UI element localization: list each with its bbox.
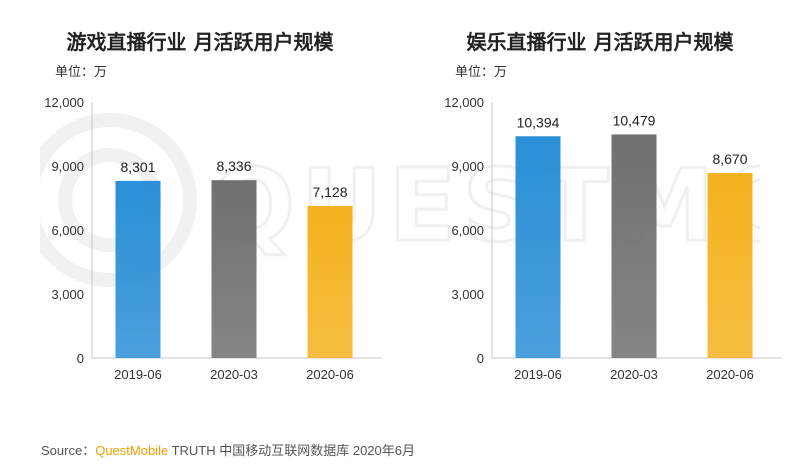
bar-2020-06 — [307, 205, 353, 358]
x-tick-label: 2020-03 — [210, 367, 258, 382]
chart-panel-game: 游戏直播行业 月活跃用户规模 单位：万 0 3,000 6,000 9,000 12,0… — [10, 0, 390, 430]
x-tick-label: 2019-06 — [114, 367, 162, 382]
data-label: 7,128 — [312, 184, 347, 200]
data-label: 10,479 — [613, 112, 656, 128]
data-label: 10,394 — [517, 114, 560, 130]
chart-title: 娱乐直播行业 月活跃用户规模 — [466, 30, 734, 54]
data-label: 8,301 — [120, 159, 155, 175]
source-rest: TRUTH 中国移动互联网数据库 2020年6月 — [168, 443, 415, 458]
bar-2020-06 — [707, 173, 753, 358]
y-tick-label: 0 — [77, 351, 84, 366]
y-tick-label: 6,000 — [451, 223, 484, 238]
x-tick-label: 2020-06 — [706, 367, 754, 382]
data-label: 8,670 — [712, 151, 747, 167]
x-tick-label: 2019-06 — [514, 367, 562, 382]
y-tick-label: 12,000 — [444, 95, 484, 110]
source-prefix: Source： — [41, 443, 96, 458]
source-note: Source：QuestMobile TRUTH 中国移动互联网数据库 2020… — [41, 440, 415, 459]
bar-2019-06 — [115, 180, 161, 358]
data-label: 8,336 — [216, 158, 251, 174]
bar-2019-06 — [515, 136, 561, 358]
bar-2020-03 — [611, 134, 657, 358]
x-tick-label: 2020-06 — [306, 367, 354, 382]
chart-panel-entertainment: 娱乐直播行业 月活跃用户规模 单位：万 0 3,000 6,000 9,000 12,0… — [410, 0, 790, 430]
y-tick-label: 12,000 — [44, 95, 84, 110]
y-tick-label: 3,000 — [451, 287, 484, 302]
y-tick-label: 0 — [477, 351, 484, 366]
unit-label: 单位：万 — [55, 65, 108, 80]
bar-chart-game: 0 3,000 6,000 9,000 12,000 8,301 2019-06 8,336 2… — [44, 95, 382, 382]
y-tick-label: 9,000 — [51, 159, 84, 174]
y-tick-label: 3,000 — [51, 287, 84, 302]
y-tick-label: 9,000 — [451, 159, 484, 174]
source-brand: QuestMobile — [95, 443, 169, 458]
bar-chart-entertainment: 0 3,000 6,000 9,000 12,000 10,394 2019-06 10,47… — [444, 95, 782, 382]
y-tick-label: 6,000 — [51, 223, 84, 238]
unit-label: 单位：万 — [455, 65, 508, 80]
chart-title: 游戏直播行业 月活跃用户规模 — [66, 30, 334, 54]
bar-2020-03 — [211, 180, 257, 358]
x-tick-label: 2020-03 — [610, 367, 658, 382]
